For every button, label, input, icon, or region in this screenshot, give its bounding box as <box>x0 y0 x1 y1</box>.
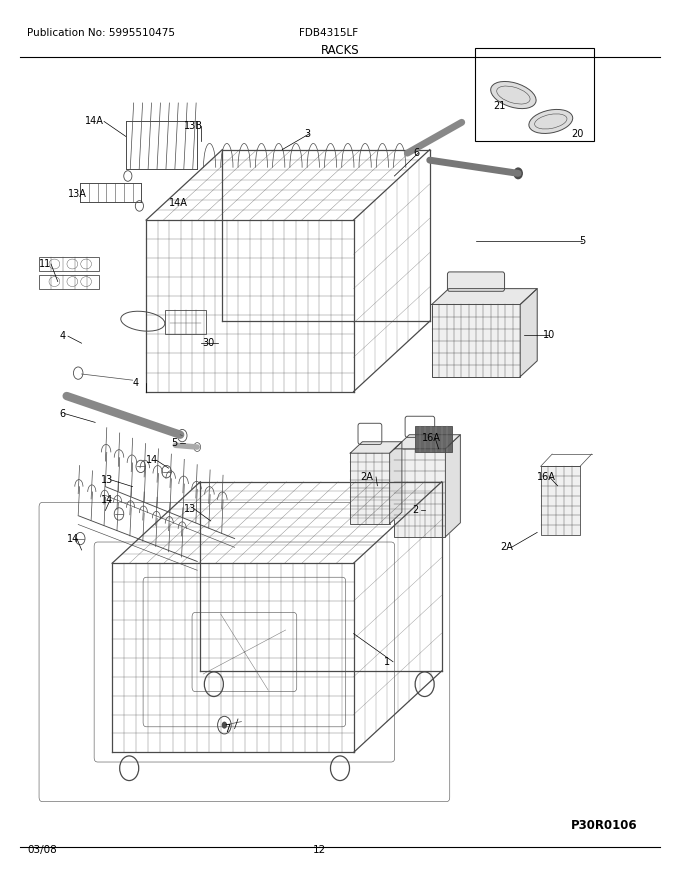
Text: 03/08: 03/08 <box>27 846 57 855</box>
Text: 4: 4 <box>60 331 66 341</box>
Text: 13: 13 <box>184 503 196 514</box>
Text: RACKS: RACKS <box>321 44 359 57</box>
Text: 30: 30 <box>203 338 215 348</box>
Text: 20: 20 <box>571 128 583 139</box>
FancyBboxPatch shape <box>447 272 505 291</box>
Text: 4: 4 <box>133 378 139 388</box>
Text: 14: 14 <box>146 455 158 466</box>
Text: 21: 21 <box>494 100 506 111</box>
Text: 2A: 2A <box>500 542 513 553</box>
Text: P30R0106: P30R0106 <box>571 818 638 832</box>
Bar <box>432 304 520 377</box>
Text: 14A: 14A <box>169 198 188 209</box>
Text: 14A: 14A <box>85 116 104 127</box>
Text: 2: 2 <box>412 505 418 516</box>
Polygon shape <box>390 442 402 524</box>
Bar <box>415 426 452 452</box>
Text: FDB4315LF: FDB4315LF <box>299 28 358 38</box>
Polygon shape <box>350 442 402 453</box>
Text: 13B: 13B <box>184 121 203 131</box>
Polygon shape <box>520 289 537 377</box>
Bar <box>394 449 445 537</box>
Text: 5: 5 <box>579 236 585 246</box>
Circle shape <box>514 168 522 179</box>
Text: 13: 13 <box>101 474 113 485</box>
Text: 3: 3 <box>305 128 311 139</box>
Text: 6: 6 <box>413 148 420 158</box>
Text: 10: 10 <box>543 330 555 341</box>
Ellipse shape <box>491 82 536 108</box>
Polygon shape <box>394 435 460 449</box>
Text: 12: 12 <box>313 846 326 855</box>
Polygon shape <box>445 435 460 537</box>
Bar <box>475 48 594 141</box>
Text: 6: 6 <box>60 408 66 419</box>
Circle shape <box>222 722 227 729</box>
Bar <box>541 466 580 535</box>
Text: 7: 7 <box>224 723 231 734</box>
Bar <box>165 310 206 334</box>
Text: 14: 14 <box>101 495 113 505</box>
Text: Publication No: 5995510475: Publication No: 5995510475 <box>27 28 175 38</box>
Text: 2A: 2A <box>360 472 373 482</box>
Bar <box>39 275 99 289</box>
Text: 13A: 13A <box>68 189 87 200</box>
Text: 16A: 16A <box>422 433 441 444</box>
Polygon shape <box>432 289 537 304</box>
Bar <box>39 257 99 271</box>
Text: 14: 14 <box>67 533 79 544</box>
Bar <box>350 453 390 524</box>
Text: 1: 1 <box>384 656 390 667</box>
Text: 5: 5 <box>171 437 177 448</box>
Text: 11: 11 <box>39 259 52 269</box>
Ellipse shape <box>529 109 573 134</box>
Text: 16A: 16A <box>537 472 556 482</box>
